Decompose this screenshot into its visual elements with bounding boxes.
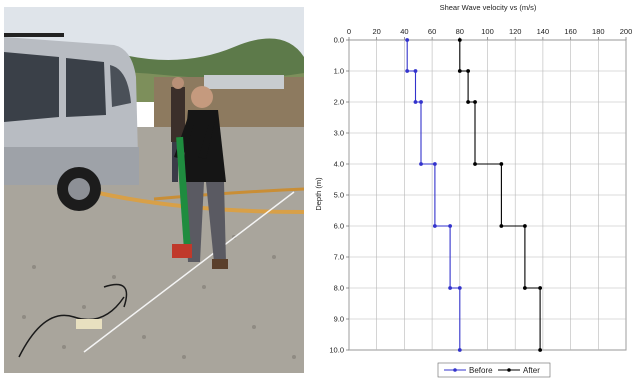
before-point [457,348,462,352]
field-photo-illustration [4,7,304,373]
x-tick-label: 60 [428,27,436,36]
legend-after-marker [507,368,511,372]
y-tick-label: 1.0 [334,67,344,76]
chart-legend: Before After [437,362,551,378]
y-tick-label: 8.0 [334,284,344,293]
before-point [432,224,437,228]
y-tick-label: 5.0 [334,191,344,200]
after-point [466,69,471,73]
after-point [499,162,504,166]
x-tick-label: 120 [509,27,522,36]
shear-wave-chart: Shear Wave velocity vs (m/s) Depth (m) 0… [306,0,633,379]
before-point [448,286,453,290]
legend-after-label: After [523,366,540,375]
x-tick-label: 180 [592,27,605,36]
before-point [413,100,418,104]
y-tick-label: 6.0 [334,222,344,231]
x-tick-label: 0 [347,27,351,36]
before-point [457,286,462,290]
legend-before-label: Before [469,366,493,375]
x-tick-label: 100 [481,27,494,36]
after-point [473,162,477,166]
after-point [522,224,527,228]
before-point [405,38,410,42]
before-point [419,100,423,104]
y-tick-label: 9.0 [334,315,344,324]
field-test-photo [4,7,304,373]
y-tick-label: 7.0 [334,253,344,262]
after-point [457,69,462,73]
before-point [413,69,418,73]
x-tick-label: 40 [400,27,408,36]
after-point [538,286,543,290]
after-point [457,38,462,42]
y-tick-label: 2.0 [334,98,344,107]
y-tick-label: 4.0 [334,160,344,169]
x-tick-label: 20 [373,27,381,36]
chart-title: Shear Wave velocity vs (m/s) [440,3,537,12]
legend-before-marker [453,368,457,372]
after-point [499,224,504,228]
after-point [466,100,471,104]
before-point [419,162,423,166]
y-tick-label: 10.0 [329,346,344,355]
after-point [522,286,527,290]
x-tick-label: 140 [537,27,550,36]
y-axis-label: Depth (m) [314,177,323,211]
x-tick-label: 80 [456,27,464,36]
before-point [432,162,437,166]
y-tick-label: 3.0 [334,129,344,138]
x-tick-label: 200 [620,27,633,36]
y-tick-label: 0.0 [334,36,344,45]
before-point [405,69,410,73]
after-point [473,100,477,104]
before-point [448,224,453,228]
after-point [538,348,543,352]
x-tick-label: 160 [564,27,577,36]
